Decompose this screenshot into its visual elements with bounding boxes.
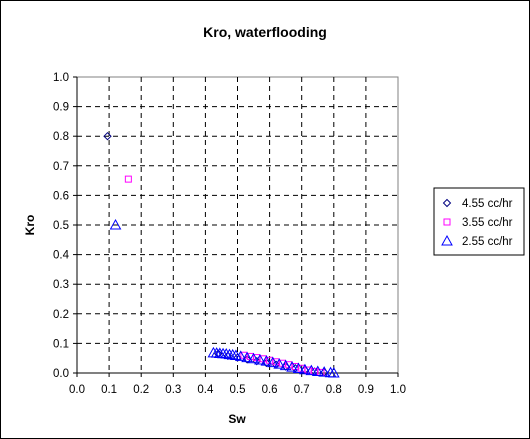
legend-label: 3.55 cc/hr bbox=[462, 217, 513, 229]
y-tick-label: 0.9 bbox=[53, 102, 69, 114]
triangle-point bbox=[286, 361, 298, 372]
triangle-point bbox=[234, 350, 247, 361]
triangle-point bbox=[318, 366, 331, 377]
x-tick-label: 0.3 bbox=[165, 384, 181, 396]
triangle-point bbox=[241, 351, 253, 363]
y-axis-label: Kro bbox=[23, 215, 37, 236]
triangle-point bbox=[305, 364, 318, 376]
triangle-point bbox=[266, 356, 279, 368]
diamond-point bbox=[103, 131, 112, 141]
chart-title: Kro, waterflooding bbox=[203, 24, 327, 40]
triangle-point bbox=[247, 352, 260, 364]
triangle-point bbox=[226, 348, 239, 360]
y-tick-label: 0.2 bbox=[53, 309, 69, 321]
triangle-point bbox=[327, 366, 340, 378]
legend: 4.55 cc/hr 3.55 cc/hr 2.55 cc/hr bbox=[433, 187, 525, 256]
square-point bbox=[124, 175, 132, 183]
diamond-point bbox=[252, 356, 261, 366]
y-tick-label: 0.5 bbox=[53, 220, 69, 232]
x-tick-label: 0.9 bbox=[358, 384, 374, 396]
triangle-point bbox=[254, 353, 266, 365]
legend-label: 4.55 cc/hr bbox=[462, 198, 513, 210]
legend-label: 2.55 cc/hr bbox=[462, 236, 513, 248]
y-tick-label: 0.3 bbox=[53, 279, 69, 291]
legend-triangle-marker bbox=[441, 234, 453, 246]
diamond-point bbox=[291, 364, 300, 373]
y-tick-label: 0.4 bbox=[53, 250, 70, 262]
x-tick-label: 0.4 bbox=[197, 384, 214, 396]
triangle-point bbox=[292, 362, 305, 374]
y-tick-label: 1.0 bbox=[53, 72, 69, 84]
legend-square-marker bbox=[443, 218, 451, 226]
x-tick-label: 0.7 bbox=[294, 384, 310, 396]
legend-box bbox=[433, 187, 525, 256]
y-tick-label: 0.0 bbox=[53, 368, 69, 380]
series-triangle bbox=[109, 218, 340, 378]
x-tick-label: 0.8 bbox=[326, 384, 342, 396]
x-tick-label: 0.6 bbox=[262, 384, 278, 396]
data-points bbox=[103, 131, 340, 378]
x-tick-label: 0.2 bbox=[133, 384, 149, 396]
y-tick-label: 0.8 bbox=[53, 131, 69, 143]
legend-diamond-marker bbox=[442, 198, 452, 208]
x-tick-label: 0.0 bbox=[69, 384, 85, 396]
y-tick-label: 0.7 bbox=[53, 161, 69, 173]
x-tick-label: 1.0 bbox=[390, 384, 406, 396]
x-tick-label: 0.5 bbox=[230, 384, 246, 396]
grid bbox=[77, 77, 398, 373]
triangle-point bbox=[311, 365, 324, 377]
triangle-point bbox=[109, 218, 122, 230]
tick-labels: 0.0 0.1 0.2 0.3 0.4 0.5 0.6 0.7 0.8 0.9 1.0 0.0 0.1 0… bbox=[53, 72, 406, 396]
triangle-point bbox=[273, 358, 286, 369]
y-tick-label: 0.1 bbox=[53, 338, 69, 350]
x-tick-label: 0.1 bbox=[101, 384, 117, 396]
diamond-point bbox=[233, 353, 242, 362]
triangle-point bbox=[220, 348, 233, 359]
triangle-point bbox=[260, 355, 273, 366]
y-tick-label: 0.6 bbox=[53, 190, 69, 202]
triangle-point bbox=[299, 363, 311, 375]
triangle-point bbox=[279, 359, 292, 371]
x-axis-label: Sw bbox=[228, 412, 246, 426]
